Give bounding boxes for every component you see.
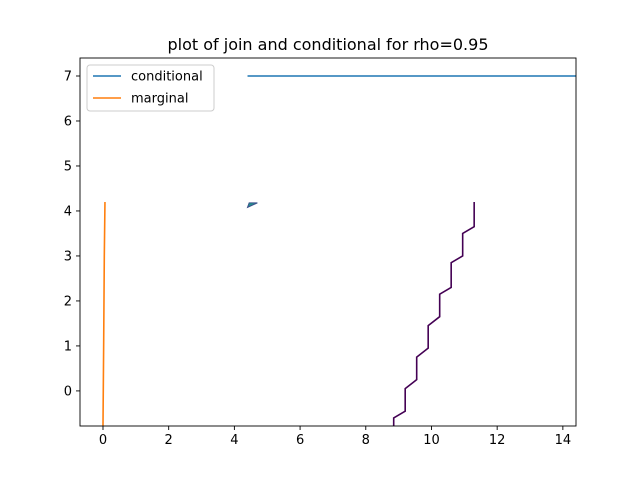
legend-label-conditional: conditional [131,70,203,85]
contour-fill-marker [246,202,258,209]
legend-label-marginal: marginal [131,92,188,107]
y-tick-label: 4 [64,204,72,219]
plot-area [102,75,576,426]
y-tick-label: 5 [64,159,72,174]
x-tick-label: 2 [165,433,173,448]
plot-content [102,75,576,426]
x-tick-label: 8 [362,433,370,448]
x-tick-label: 12 [489,433,506,448]
chart-title: plot of join and conditional for rho=0.9… [167,35,488,54]
x-tick-label: 14 [555,433,572,448]
axes-frame [79,57,577,427]
x-tick-label: 10 [423,433,440,448]
y-tick-label: 7 [64,69,72,84]
x-tick-label: 0 [99,433,107,448]
y-tick-label: 2 [64,294,72,309]
series-line-marginal [102,201,106,426]
contour-line [392,201,475,426]
legend: conditional marginal [86,64,215,112]
y-tick-label: 6 [64,114,72,129]
y-tick-label: 1 [64,339,72,354]
y-tick-label: 3 [64,249,72,264]
x-tick-label: 4 [230,433,238,448]
x-tick-label: 6 [296,433,304,448]
y-tick-label: 0 [64,384,72,399]
